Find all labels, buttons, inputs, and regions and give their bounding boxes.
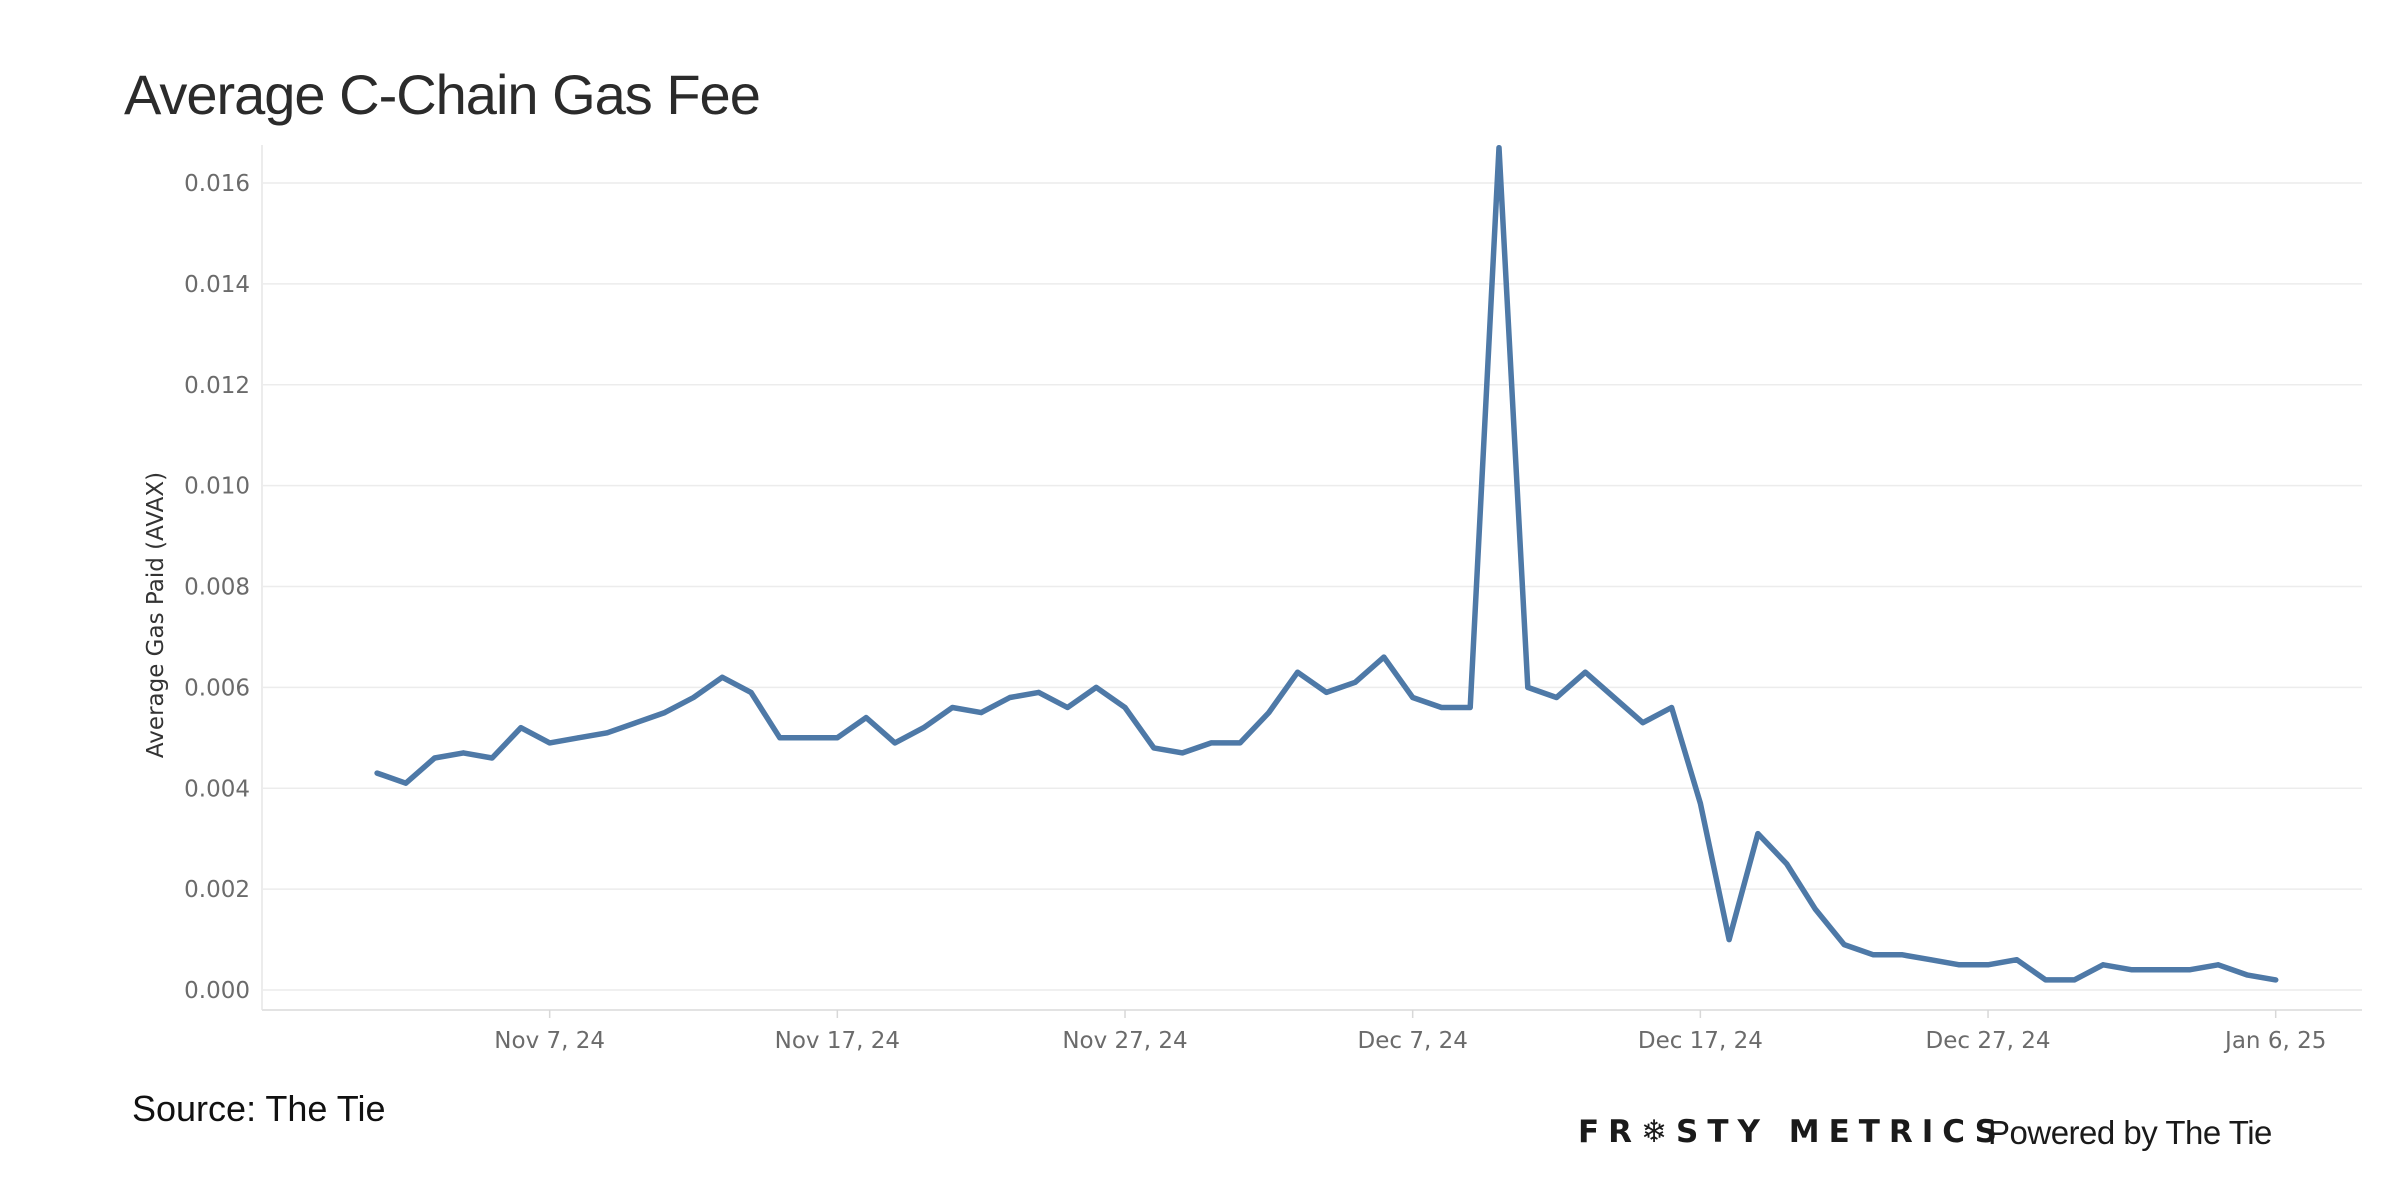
data-point — [949, 705, 955, 710]
data-point — [2158, 967, 2164, 973]
data-point — [1697, 800, 1703, 806]
data-point — [432, 755, 438, 761]
x-tick-label: Dec 17, 24 — [1638, 1028, 1763, 1054]
x-tick-label: Jan 6, 25 — [2223, 1028, 2326, 1054]
data-point — [892, 740, 898, 746]
data-point — [2244, 972, 2250, 978]
data-point — [1928, 957, 1933, 963]
series-line — [374, 144, 2279, 983]
y-tick-label: 0.016 — [184, 171, 250, 197]
data-point — [1065, 705, 1070, 710]
data-point — [2215, 962, 2221, 968]
x-tick-label: Nov 7, 24 — [494, 1028, 605, 1054]
data-point — [547, 740, 553, 746]
y-tick-label: 0.002 — [184, 877, 250, 903]
grid-lines — [262, 182, 2362, 991]
y-tick-label: 0.012 — [184, 373, 250, 399]
data-point — [1496, 145, 1502, 151]
y-tick-label: 0.006 — [184, 675, 250, 701]
y-tick-label: 0.014 — [184, 272, 250, 298]
data-point — [863, 715, 869, 721]
data-point — [1122, 705, 1128, 710]
data-point — [1036, 689, 1042, 695]
x-tick-label: Dec 7, 24 — [1358, 1028, 1468, 1054]
x-axis-ticks: Nov 7, 24 Nov 17, 24 Nov 27, 24 Dec 7, 24 De… — [494, 1010, 2326, 1054]
y-tick-label: 0.004 — [184, 776, 250, 802]
data-point — [1007, 695, 1013, 700]
data-point — [1381, 654, 1387, 660]
data-point — [1582, 669, 1588, 675]
data-point — [489, 755, 495, 761]
data-point — [1841, 942, 1847, 948]
data-point — [575, 735, 581, 741]
y-axis-ticks: 0.000 0.002 0.004 0.006 0.008 0.010 0.012 0.014… — [184, 171, 250, 1004]
data-point — [978, 710, 984, 716]
data-point — [374, 770, 380, 776]
data-point — [1237, 740, 1243, 746]
data-point — [2186, 967, 2192, 973]
data-point — [1611, 695, 1617, 700]
data-point — [1985, 962, 1991, 968]
data-point — [1726, 937, 1732, 943]
data-point — [1467, 705, 1473, 710]
data-point — [1295, 669, 1301, 675]
data-point — [1755, 831, 1761, 837]
data-point — [518, 725, 524, 731]
data-point — [1525, 684, 1531, 690]
y-tick-label: 0.010 — [184, 474, 250, 500]
data-point — [1266, 710, 1272, 716]
y-axis-title: Average Gas Paid (AVAX) — [143, 472, 169, 758]
data-point — [777, 735, 783, 741]
data-point — [806, 735, 812, 741]
source-note: Source: The Tie — [132, 1088, 386, 1129]
data-point — [633, 720, 639, 726]
data-point — [1669, 705, 1675, 710]
data-point — [1812, 906, 1818, 912]
data-point — [834, 735, 840, 741]
chart-title: Average C-Chain Gas Fee — [124, 63, 761, 126]
data-point — [1899, 952, 1905, 958]
x-tick-label: Nov 17, 24 — [775, 1028, 900, 1054]
x-tick-label: Dec 27, 24 — [1926, 1028, 2051, 1054]
data-point — [1870, 952, 1876, 958]
data-point — [2043, 977, 2049, 983]
data-point — [2100, 962, 2106, 968]
data-point — [1323, 689, 1329, 695]
data-point — [2071, 977, 2077, 983]
powered-by-label: Powered by The Tie — [1988, 1114, 2272, 1151]
data-point — [921, 725, 927, 731]
data-point — [604, 730, 610, 736]
data-point — [1151, 745, 1157, 751]
data-point — [1784, 861, 1790, 867]
data-point — [2129, 967, 2135, 973]
data-point — [1439, 705, 1444, 710]
data-point — [1410, 695, 1416, 700]
data-point — [460, 750, 466, 756]
data-point — [719, 674, 725, 680]
data-point — [1180, 750, 1185, 756]
frosty-metrics-logo: FR❄STY METRICS — [1578, 1114, 2006, 1150]
data-point — [1640, 720, 1646, 726]
data-point — [1554, 695, 1559, 700]
data-point — [403, 780, 409, 786]
data-point — [1352, 679, 1358, 685]
data-points — [374, 145, 2279, 983]
data-point — [691, 695, 696, 700]
data-point — [1956, 962, 1962, 968]
x-tick-label: Nov 27, 24 — [1062, 1028, 1187, 1054]
data-point — [662, 710, 668, 716]
data-point — [1208, 740, 1214, 746]
data-point — [2273, 977, 2279, 983]
data-point — [748, 689, 754, 695]
y-tick-label: 0.008 — [184, 575, 250, 601]
data-point — [2014, 957, 2020, 963]
y-tick-label: 0.000 — [184, 978, 250, 1004]
data-point — [1093, 684, 1099, 690]
